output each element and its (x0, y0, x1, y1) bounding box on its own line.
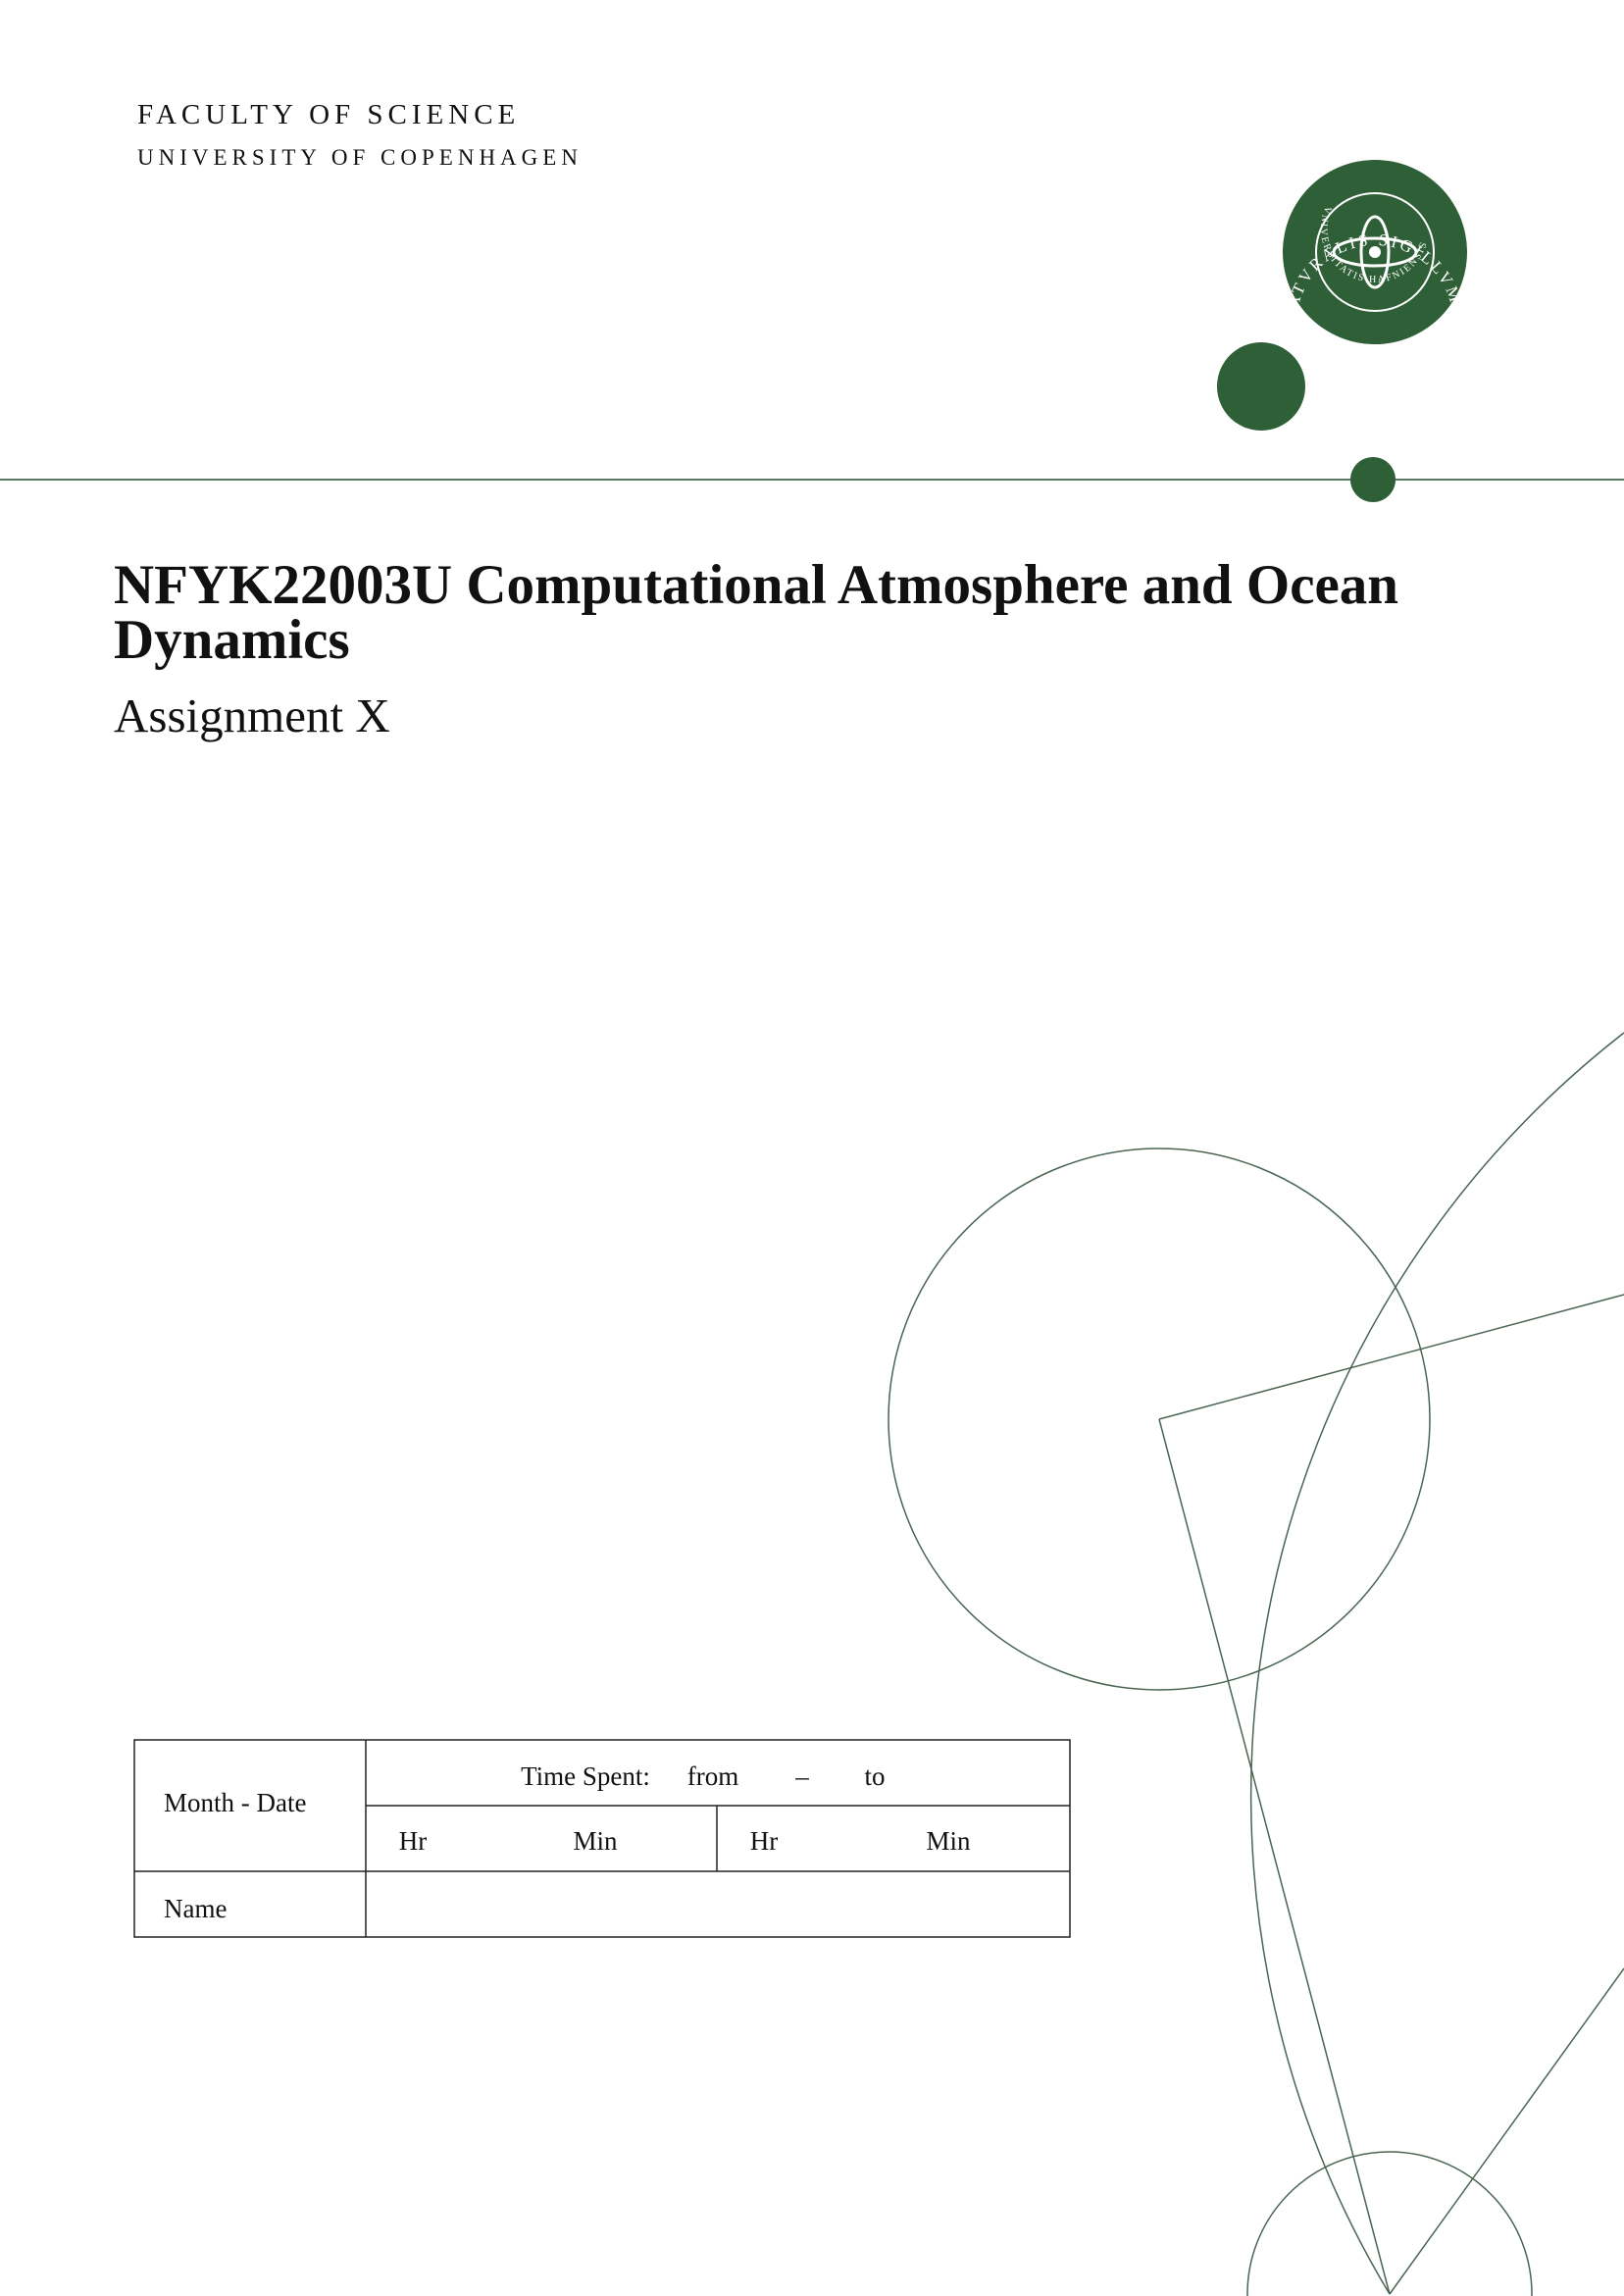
title: Dynamics (114, 609, 350, 671)
cell-label: Name (164, 1894, 227, 1923)
cell-label: Month - Date (164, 1788, 306, 1817)
seal-orbit (1359, 215, 1391, 289)
cell-label: from (687, 1761, 738, 1791)
seal-center (1369, 246, 1381, 258)
seal: NATVRALIS SIGILLVM FACVLTATIS VNIVERSITA… (0, 0, 1467, 344)
cell-label: to (864, 1761, 885, 1791)
cell-label: Min (926, 1826, 971, 1856)
cell-label: Time Spent: (521, 1761, 650, 1791)
subtitle: Assignment X (114, 689, 390, 742)
dot (1350, 457, 1396, 502)
deco-circle (888, 1148, 1431, 1691)
deco-arc (1249, 1032, 1624, 2295)
cell-label: Hr (399, 1826, 428, 1856)
table-border (133, 1739, 1071, 1938)
time-table: Month - Date Time Spent: from – to Hr Mi… (133, 1739, 1071, 1938)
cell-label: Hr (750, 1826, 779, 1856)
deco-circle (1246, 2151, 1533, 2296)
university: UNIVERSITY OF COPENHAGEN (137, 145, 583, 170)
title: NFYK22003U Computational Atmosphere and … (114, 554, 1398, 616)
faculty: FACULTY OF SCIENCE (137, 99, 520, 130)
seal-orbit (1332, 236, 1418, 268)
deco-line (1158, 1294, 1624, 1420)
decoration (888, 1032, 1624, 2296)
dot (1217, 342, 1305, 431)
cell-label: Min (573, 1826, 618, 1856)
deco-line (1389, 1967, 1624, 2295)
cell-label: – (794, 1761, 809, 1791)
deco-line (1158, 1418, 1391, 2295)
seal-ring (1315, 192, 1435, 312)
